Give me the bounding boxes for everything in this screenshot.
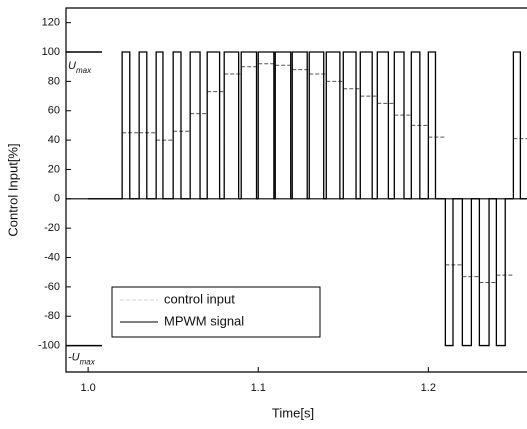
y-tick-label: -80 xyxy=(44,310,60,322)
plot-frame xyxy=(65,7,527,373)
y-tick-label: -60 xyxy=(44,281,60,293)
x-axis-label: Time[s] xyxy=(272,405,314,420)
umax-label: Umax xyxy=(68,60,92,75)
y-tick-label: 20 xyxy=(48,163,60,175)
legend-label: MPWM signal xyxy=(164,313,244,328)
y-axis-label: Control Input[%] xyxy=(5,143,20,236)
y-tick-label: 120 xyxy=(42,17,60,29)
x-tick-label: 1.1 xyxy=(251,382,266,394)
y-tick-label: -40 xyxy=(44,251,60,263)
umax-text: U xyxy=(68,60,76,72)
y-tick-label: 40 xyxy=(48,134,60,146)
umax-subscript: max xyxy=(80,358,96,367)
umax-label: -Umax xyxy=(68,351,96,366)
y-tick-label: -100 xyxy=(38,339,60,351)
umax-text: -U xyxy=(68,351,80,363)
legend-label: control input xyxy=(164,291,235,306)
x-tick-label: 1.2 xyxy=(421,382,436,394)
legend-box xyxy=(111,286,321,338)
y-tick-label: 60 xyxy=(48,105,60,117)
umax-subscript: max xyxy=(76,66,92,75)
y-tick-label: 80 xyxy=(48,75,60,87)
mpwm-line xyxy=(88,51,527,347)
y-tick-label: 100 xyxy=(42,46,60,58)
x-tick-label: 1.0 xyxy=(80,382,95,394)
y-tick-label: 0 xyxy=(54,193,60,205)
y-tick-label: -20 xyxy=(44,222,60,234)
